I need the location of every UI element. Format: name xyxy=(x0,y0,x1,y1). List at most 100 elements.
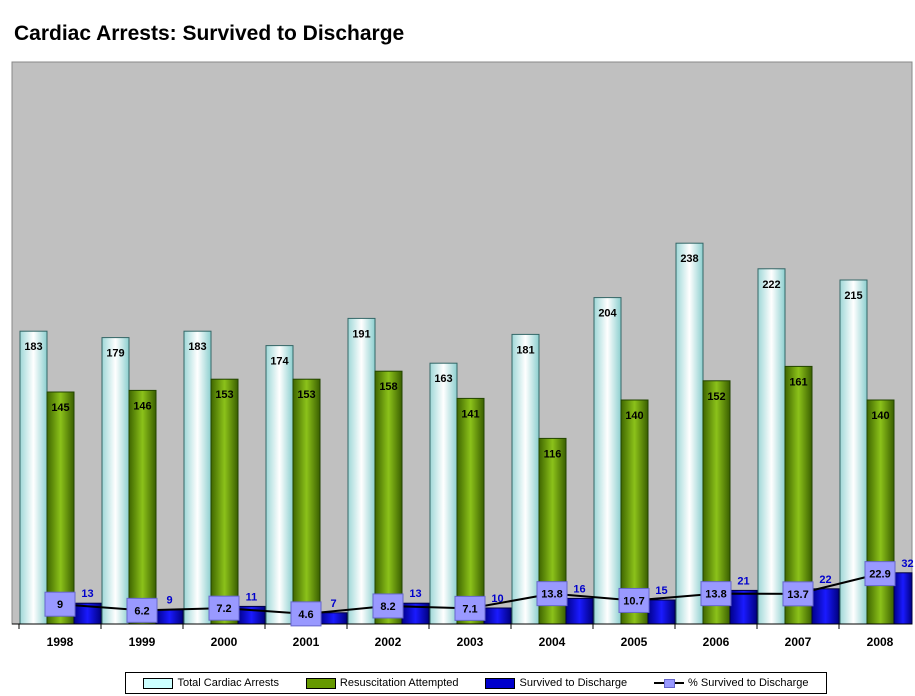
bar-resuscitation xyxy=(374,370,403,625)
x-tick-label: 2002 xyxy=(375,635,402,649)
marker-percent-survived xyxy=(208,595,240,621)
legend-label-resuscitation: Resuscitation Attempted xyxy=(339,677,459,689)
x-tick-label: 2007 xyxy=(785,635,812,649)
data-label-resuscitation: 140 xyxy=(871,410,889,422)
x-tick-label: 1998 xyxy=(47,635,74,649)
x-tick-label: 2005 xyxy=(621,635,648,649)
bar-total xyxy=(101,337,130,625)
data-label-survived: 13 xyxy=(81,588,93,600)
legend-label-percent: % Survived to Discharge xyxy=(688,677,809,689)
legend-item-total: Total Cardiac Arrests xyxy=(143,677,279,689)
data-label-total: 183 xyxy=(188,341,206,353)
bar-resuscitation xyxy=(866,399,895,625)
marker-percent-survived xyxy=(372,593,404,619)
legend-item-percent: % Survived to Discharge xyxy=(654,677,809,689)
legend-swatch-total xyxy=(143,677,174,689)
data-label-total: 163 xyxy=(434,373,452,385)
data-label-resuscitation: 140 xyxy=(625,410,643,422)
bar-survived xyxy=(565,597,594,625)
data-label-resuscitation: 153 xyxy=(215,389,233,401)
bar-total xyxy=(839,279,868,625)
bar-resuscitation xyxy=(128,389,157,625)
marker-percent-survived xyxy=(864,561,896,587)
x-tick-label: 2004 xyxy=(539,635,566,649)
data-label-survived: 32 xyxy=(901,558,913,570)
data-label-survived: 16 xyxy=(573,583,585,595)
marker-percent-survived xyxy=(700,581,732,607)
marker-percent-survived xyxy=(290,601,322,627)
data-label-percent: 4.6 xyxy=(298,609,313,621)
legend-swatch-percent xyxy=(654,678,685,688)
bar-survived xyxy=(893,572,913,625)
marker-percent-survived xyxy=(782,581,814,607)
data-label-total: 204 xyxy=(598,308,617,320)
marker-percent-survived xyxy=(44,591,76,617)
bar-survived xyxy=(483,607,512,625)
legend-swatch-resuscitation xyxy=(305,677,336,689)
data-label-resuscitation: 158 xyxy=(379,381,397,393)
bar-survived xyxy=(811,588,840,625)
data-label-resuscitation: 153 xyxy=(297,389,315,401)
bar-resuscitation xyxy=(210,378,239,625)
bar-total xyxy=(183,330,212,625)
bar-resuscitation xyxy=(46,391,75,625)
data-label-resuscitation: 152 xyxy=(707,391,725,403)
data-label-survived: 22 xyxy=(819,574,831,586)
data-label-survived: 15 xyxy=(655,585,667,597)
bar-resuscitation xyxy=(784,365,813,625)
data-label-total: 238 xyxy=(680,253,698,265)
x-tick-label: 2003 xyxy=(457,635,484,649)
marker-percent-survived xyxy=(126,597,158,623)
bar-total xyxy=(675,242,704,625)
data-label-percent: 6.2 xyxy=(134,605,149,617)
legend-swatch-survived xyxy=(485,677,516,689)
data-label-total: 181 xyxy=(516,344,534,356)
bar-survived xyxy=(319,612,348,625)
bar-total xyxy=(19,330,48,625)
bar-survived xyxy=(729,589,758,625)
marker-percent-survived xyxy=(536,581,568,607)
x-tick-label: 2001 xyxy=(293,635,320,649)
legend-label-total: Total Cardiac Arrests xyxy=(177,677,279,689)
data-label-total: 183 xyxy=(24,341,42,353)
bar-total xyxy=(347,317,376,625)
data-label-survived: 13 xyxy=(409,588,421,600)
chart-legend: Total Cardiac Arrests Resuscitation Atte… xyxy=(125,672,827,694)
data-label-resuscitation: 141 xyxy=(461,408,479,420)
data-label-resuscitation: 145 xyxy=(51,402,69,414)
data-label-total: 179 xyxy=(106,348,124,360)
x-tick-label: 2006 xyxy=(703,635,730,649)
bar-resuscitation xyxy=(456,397,485,625)
x-tick-label: 1999 xyxy=(129,635,156,649)
x-tick-label: 2000 xyxy=(211,635,238,649)
data-label-survived: 11 xyxy=(246,591,258,603)
bar-total xyxy=(429,362,458,625)
data-label-percent: 22.9 xyxy=(869,569,890,581)
data-label-percent: 7.2 xyxy=(216,603,231,615)
data-label-survived: 7 xyxy=(330,598,336,610)
chart-title: Cardiac Arrests: Survived to Discharge xyxy=(14,22,405,45)
legend-item-resuscitation: Resuscitation Attempted xyxy=(305,677,459,689)
bar-survived xyxy=(647,599,676,625)
legend-label-survived: Survived to Discharge xyxy=(519,677,628,689)
data-label-survived: 21 xyxy=(737,575,749,587)
data-label-percent: 10.7 xyxy=(623,595,644,607)
bar-total xyxy=(511,333,540,625)
data-label-total: 191 xyxy=(352,328,370,340)
data-label-percent: 13.7 xyxy=(787,589,808,601)
data-label-total: 222 xyxy=(762,279,780,291)
data-label-resuscitation: 161 xyxy=(789,376,807,388)
data-label-total: 174 xyxy=(270,356,289,368)
data-label-survived: 9 xyxy=(166,595,172,607)
data-label-percent: 9 xyxy=(57,599,63,611)
bar-resuscitation xyxy=(292,378,321,625)
data-label-percent: 8.2 xyxy=(380,601,395,613)
data-label-resuscitation: 116 xyxy=(544,448,562,460)
x-tick-label: 2008 xyxy=(867,635,894,649)
bar-total xyxy=(593,297,622,625)
bar-survived xyxy=(155,609,184,625)
bar-total xyxy=(265,345,294,625)
legend-item-survived: Survived to Discharge xyxy=(485,677,627,689)
